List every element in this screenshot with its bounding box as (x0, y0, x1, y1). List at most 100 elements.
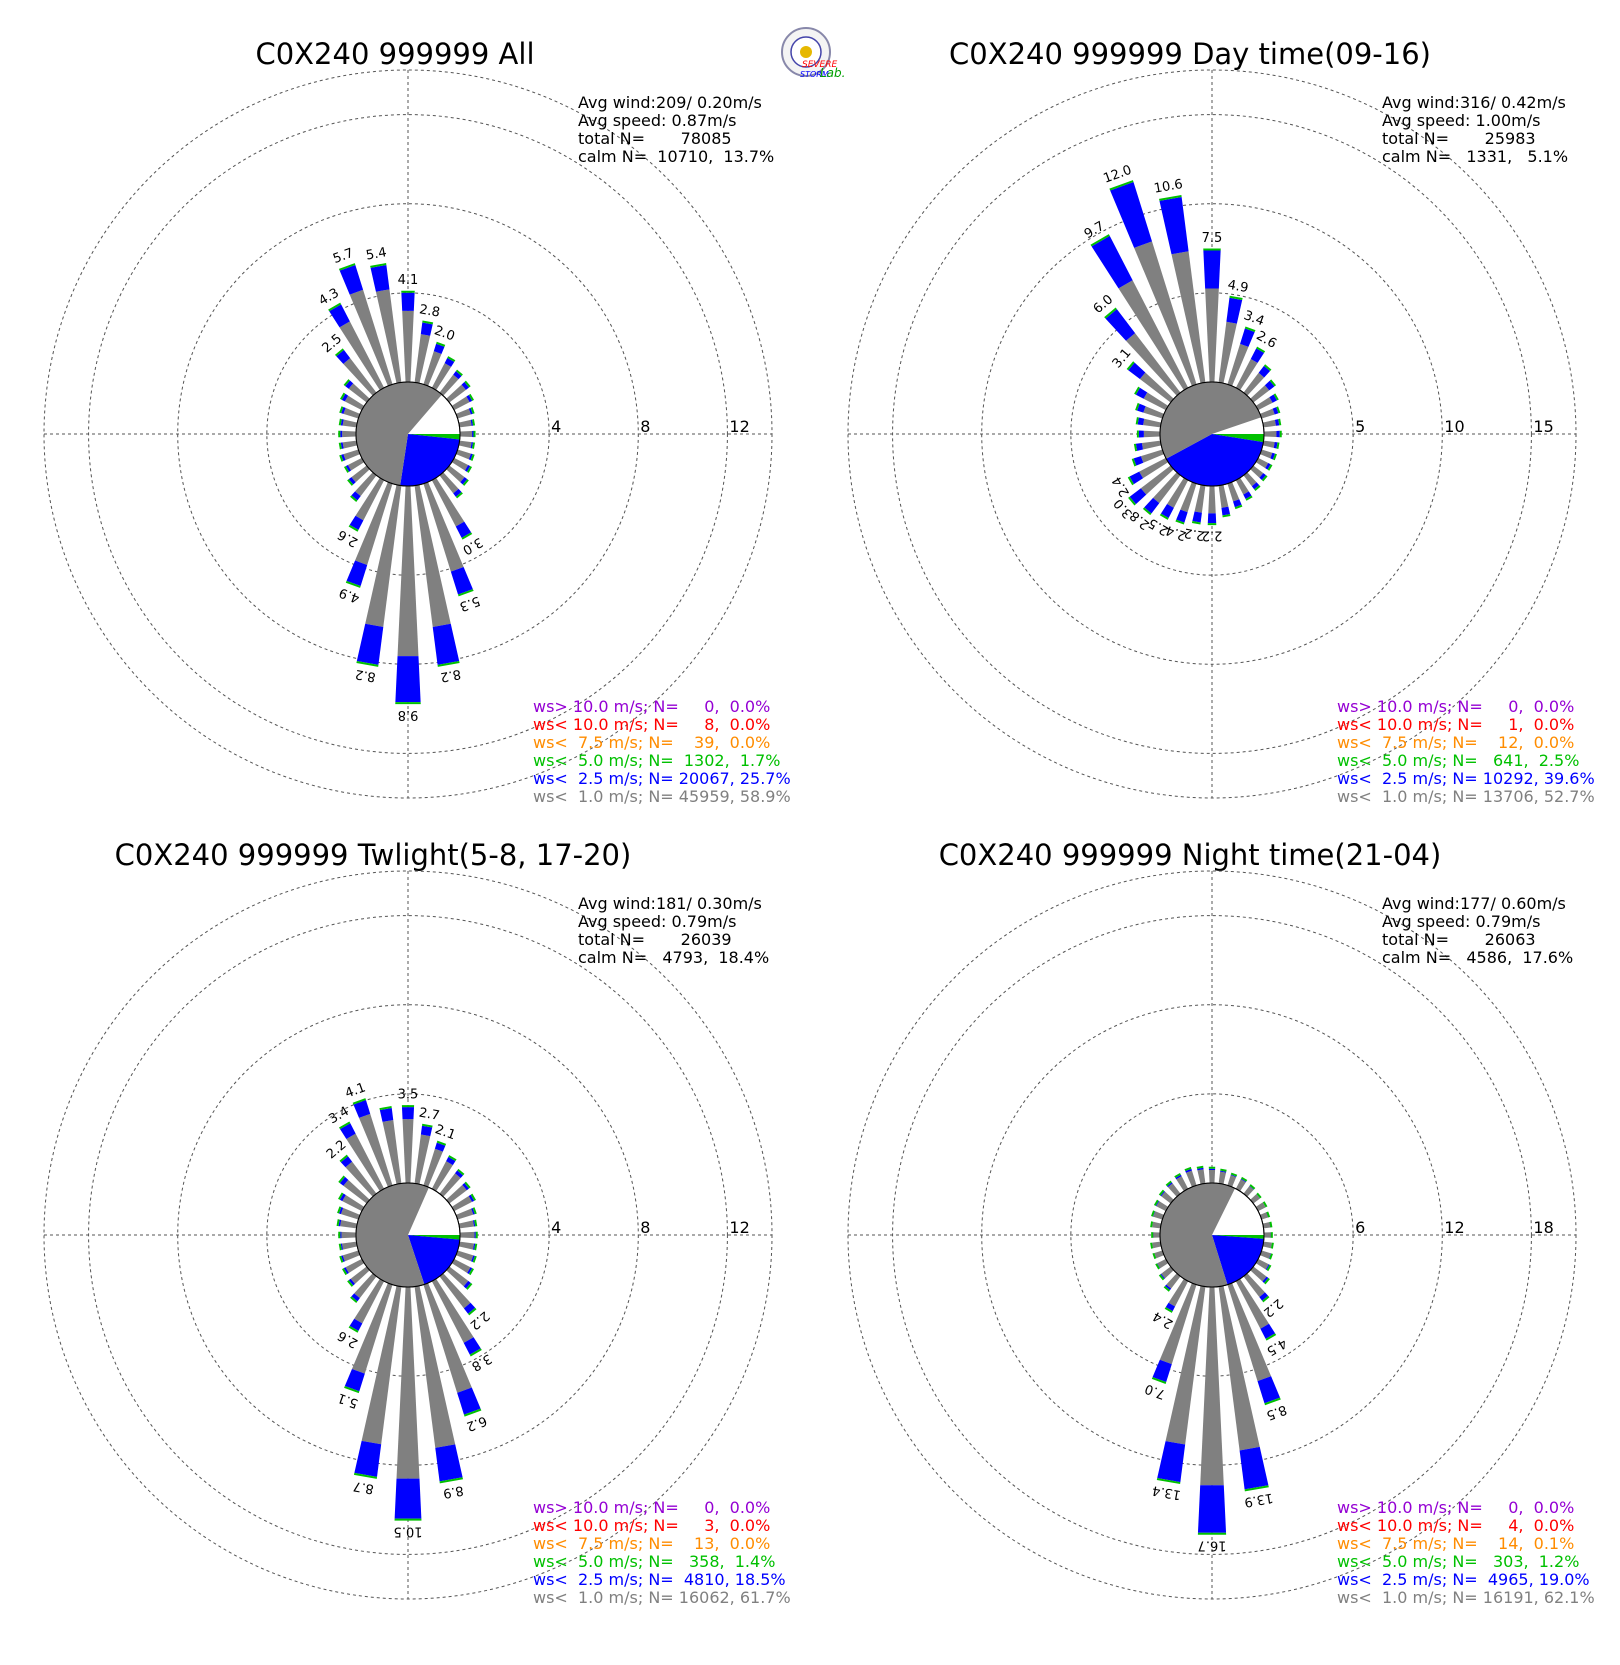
petal-segment-lt1 (1209, 1170, 1215, 1183)
petal-segment-lt1 (460, 431, 472, 437)
petal-230 (1159, 1267, 1174, 1281)
ring-label: 4 (551, 1218, 561, 1237)
petal-segment-lt1 (1144, 431, 1160, 437)
legend-entry: ws< 2.5 m/s; N= 10292, 39.6% (1337, 769, 1595, 788)
petal-segment-lt1 (343, 1250, 360, 1261)
petal-value-label: 10.5 (394, 1524, 423, 1539)
petal-segment-lt1 (1143, 406, 1164, 418)
petal-value-label: 8.5 (1264, 1401, 1289, 1422)
petal-segment-lt1 (459, 1242, 474, 1250)
petal-value-label: 13.4 (1151, 1482, 1182, 1502)
petal-segment-lt1 (1195, 485, 1206, 513)
legend-entry: ws< 1.0 m/s; N= 16191, 62.1% (1337, 1588, 1595, 1607)
petal-value-label: 16.7 (1198, 1538, 1227, 1553)
petal-90 (460, 1232, 478, 1239)
petal-0 (1203, 248, 1220, 382)
petal-segment-lt1 (343, 420, 358, 428)
petal-segment-lt2_5 (1208, 513, 1216, 523)
petal-segment-lt1 (1264, 431, 1276, 437)
stats-line: total N= 26039 (578, 930, 732, 949)
petal-80 (1263, 1222, 1273, 1229)
petal-segment-lt1 (1263, 1242, 1272, 1249)
petal-segment-lt1 (397, 1287, 420, 1479)
petal-segment-lt2_5 (1240, 328, 1255, 346)
petal-segment-lt2_5 (340, 431, 342, 437)
petal-0 (1209, 1167, 1215, 1183)
petal-value-label: 5.1 (336, 1389, 361, 1410)
petal-segment-lt2_5 (1209, 1169, 1215, 1170)
stats-line: calm N= 10710, 13.7% (578, 147, 774, 166)
petal-segment-lt2_5 (472, 431, 473, 437)
panel-title: C0X240 999999 Night time(21-04) (939, 838, 1442, 872)
petal-segment-lt5 (1198, 1533, 1226, 1535)
petal-260 (339, 1242, 358, 1251)
petal-value-label: 9.8 (398, 707, 419, 722)
petal-110 (456, 1250, 477, 1262)
petal-110 (456, 449, 475, 460)
petal-segment-lt1 (459, 420, 472, 427)
petal-value-label: 2.8 (418, 302, 441, 320)
ring-label: 12 (729, 1218, 749, 1237)
petal-value-label: 4.9 (1226, 278, 1249, 296)
petal-250 (339, 449, 360, 461)
stats-line: calm N= 4586, 17.6% (1382, 948, 1573, 967)
legend-entry: ws> 10.0 m/s; N= 0, 0.0% (533, 1498, 770, 1517)
petal-value-label: 4.1 (343, 1080, 368, 1101)
legend-entry: ws< 7.5 m/s; N= 12, 0.0% (1337, 733, 1574, 752)
stats-line: Avg speed: 0.79m/s (1382, 912, 1540, 931)
hub-slice-lt2_5 (400, 434, 460, 486)
petal-180 (395, 486, 420, 704)
petal-100 (1263, 441, 1280, 449)
petal-segment-lt5 (338, 431, 340, 438)
petal-segment-lt1 (1208, 486, 1215, 513)
petal-segment-lt1 (1142, 441, 1161, 450)
petal-10 (1219, 296, 1243, 384)
panel-title: C0X240 999999 All (255, 37, 534, 71)
stats-line: Avg wind:316/ 0.42m/s (1382, 93, 1566, 112)
legend-entry: ws< 5.0 m/s; N= 303, 1.2% (1337, 1552, 1579, 1571)
panel-title: C0X240 999999 Day time(09-16) (949, 37, 1431, 71)
petal-segment-lt1 (460, 1232, 475, 1238)
petal-20 (1227, 1173, 1237, 1187)
stats-line: calm N= 1331, 5.1% (1382, 147, 1568, 166)
petal-segment-lt5 (474, 431, 476, 437)
petal-segment-lt2_5 (395, 1479, 422, 1519)
stats-line: Avg speed: 0.87m/s (578, 111, 736, 130)
petal-260 (1134, 441, 1161, 452)
petal-280 (1150, 1221, 1161, 1228)
petal-segment-lt1 (1236, 478, 1249, 495)
legend-entry: ws< 10.0 m/s; N= 1, 0.0% (1337, 715, 1574, 734)
petal-segment-lt5 (395, 1519, 422, 1521)
petal-value-label: 6.2 (464, 1413, 489, 1434)
petal-value-label: 5.3 (457, 593, 482, 614)
legend-entry: ws< 5.0 m/s; N= 358, 1.4% (533, 1552, 775, 1571)
petal-segment-lt1 (1186, 1171, 1197, 1187)
petal-segment-lt1 (456, 409, 471, 419)
petal-280 (337, 1219, 358, 1228)
petal-110 (1260, 449, 1277, 460)
petal-100 (1263, 1242, 1274, 1249)
stats-line: total N= 25983 (1382, 129, 1536, 148)
petal-segment-lt1 (343, 441, 358, 449)
petal-value-label: 5.4 (365, 245, 388, 263)
ring-label: 4 (551, 417, 561, 436)
petal-segment-lt1 (340, 1220, 357, 1228)
petal-segment-lt1 (342, 1242, 357, 1250)
petal-segment-lt2_5 (402, 1107, 414, 1119)
petal-segment-lt5 (476, 1232, 478, 1239)
petal-270 (1137, 430, 1160, 437)
ring-label: 5 (1355, 417, 1365, 436)
petal-segment-lt2_5 (1136, 443, 1143, 451)
stats-line: Avg speed: 0.79m/s (578, 912, 736, 931)
legend-entry: ws< 1.0 m/s; N= 45959, 58.9% (533, 787, 791, 806)
petal-180 (395, 1287, 422, 1521)
petal-segment-lt5 (338, 1232, 340, 1239)
petal-segment-lt1 (456, 449, 471, 459)
petal-segment-lt2_5 (1226, 298, 1242, 324)
petal-value-label: 3.4 (1242, 308, 1267, 329)
legend-entry: ws< 2.5 m/s; N= 4810, 18.5% (533, 1570, 786, 1589)
petal-segment-lt1 (376, 289, 401, 383)
